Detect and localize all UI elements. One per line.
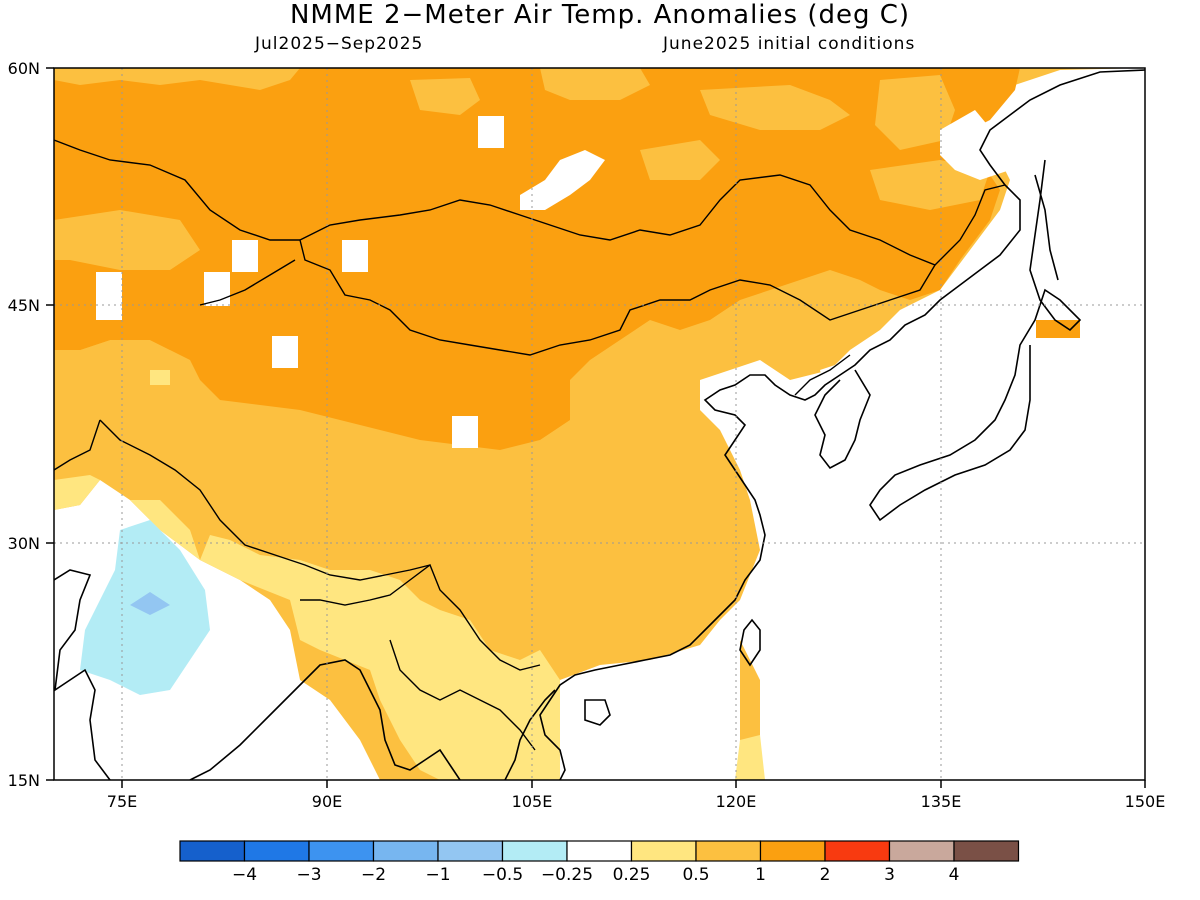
colorbar-label: 3	[884, 865, 895, 885]
anomaly-field-05-1-h	[640, 140, 720, 180]
colorbar-label: 0.25	[613, 865, 651, 885]
lon-label-90e: 90E	[312, 792, 342, 811]
lake-mask-4	[272, 336, 298, 368]
border-china-west	[199, 259, 296, 306]
coastline-japan	[869, 159, 1082, 522]
coastline-india	[54, 569, 111, 780]
border-kazakhstan	[54, 139, 300, 241]
colorbar-legend: −4 −3 −2 −1 −0.5 −0.25 0.25 0.5 1 2 3 4	[179, 840, 1020, 885]
forecast-period: Jul2025−Sep2025	[255, 34, 424, 54]
borders	[54, 139, 1006, 751]
lon-label-105e: 105E	[512, 792, 553, 811]
lon-label-75e: 75E	[107, 792, 137, 811]
anomaly-field-05-1-b	[410, 78, 480, 115]
colorbar-swatch	[695, 840, 762, 862]
coastline-bay-of-bengal	[189, 659, 461, 780]
lon-label-135e: 135E	[921, 792, 962, 811]
coastlines	[54, 69, 1145, 780]
colorbar-label: −1	[425, 865, 450, 885]
lake-mask-2	[232, 240, 258, 272]
anomaly-field-05-1-top	[54, 68, 300, 90]
lat-label-30n: 30N	[8, 534, 40, 553]
map-title: NMME 2−Meter Air Temp. Anomalies (deg C)	[289, 0, 911, 30]
border-korea	[794, 354, 851, 396]
colorbar-label: 0.5	[682, 865, 709, 885]
anomaly-field-025-05-b	[130, 500, 200, 560]
colorbar-swatch	[824, 840, 891, 862]
coast-mask-ne	[940, 110, 1010, 180]
lake-balkhash-mask	[96, 272, 122, 320]
axis-ticks	[46, 67, 1146, 788]
colorbar-label: −0.5	[482, 865, 523, 885]
colorbar-label: −0.25	[541, 865, 593, 885]
anomaly-field-05-1-g	[54, 210, 200, 270]
colorbar-swatch	[437, 840, 504, 862]
anomaly-field-05-1-e	[875, 75, 955, 150]
coastline-indochina	[504, 689, 556, 780]
colorbar-swatch	[372, 840, 439, 862]
anomaly-field-025-05-c	[54, 475, 100, 510]
anomaly-field-05-1-d	[700, 85, 850, 130]
border-mongolia	[299, 174, 937, 356]
gridlines	[54, 68, 1145, 780]
anomaly-field-025-05-d	[735, 735, 765, 780]
colorbar-swatch	[179, 840, 246, 862]
lat-label-60n: 60N	[8, 59, 40, 78]
colorbar-label: −2	[361, 865, 386, 885]
anomaly-field-neg-05-1	[130, 592, 170, 615]
colorbar-label: 4	[949, 865, 960, 885]
anomaly-field-05-1-f	[870, 160, 990, 210]
border-russia-china-ne	[934, 184, 1006, 266]
colorbar-label: 1	[755, 865, 766, 885]
lat-label-45n: 45N	[8, 296, 40, 315]
border-myanmar	[300, 563, 541, 671]
anomaly-field-025-05	[200, 535, 560, 780]
bohai-mask	[820, 360, 860, 410]
initial-conditions: June2025 initial conditions	[663, 34, 916, 54]
lake-mask-3	[342, 240, 368, 272]
colorbar-swatch	[308, 840, 375, 862]
border-indochina	[389, 639, 536, 751]
south-china-sea-white	[560, 600, 740, 780]
qinghai-lake-mask	[452, 416, 478, 448]
lat-label-15n: 15N	[8, 771, 40, 790]
border-himalaya	[99, 419, 431, 581]
coastline-korea	[814, 369, 871, 470]
colorbar-swatch	[759, 840, 826, 862]
border-india-pakistan	[54, 419, 101, 471]
coastline-taiwan	[739, 618, 761, 667]
colorbar-label: 2	[820, 865, 831, 885]
anomaly-fields	[54, 68, 1145, 780]
colorbar-swatch	[953, 840, 1020, 862]
colorbar-swatch	[566, 840, 633, 862]
coastline-east-asia	[539, 69, 1145, 780]
colorbar-swatch	[501, 840, 568, 862]
coastline-hainan	[584, 699, 611, 726]
lake-mask-5	[478, 116, 504, 148]
lon-label-150e: 150E	[1125, 792, 1166, 811]
anomaly-field-05-1-c	[540, 68, 650, 100]
anomaly-field-1-2-hokkaido	[1036, 320, 1080, 338]
anomaly-field-025-05-e	[150, 370, 170, 385]
lake-baikal-mask	[520, 150, 605, 210]
colorbar-swatch	[630, 840, 697, 862]
colorbar-swatch	[888, 840, 955, 862]
colorbar-label: −3	[296, 865, 321, 885]
map-frame	[53, 67, 1146, 781]
colorbar-label: −4	[232, 865, 257, 885]
coastline-sakhalin	[1034, 174, 1059, 281]
colorbar-swatch	[243, 840, 310, 862]
lon-label-120e: 120E	[716, 792, 757, 811]
